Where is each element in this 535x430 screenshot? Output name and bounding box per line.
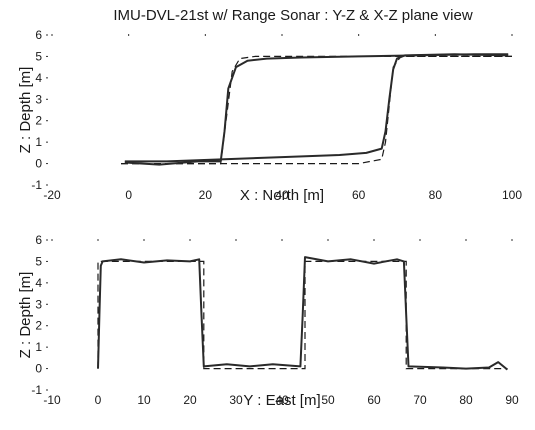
y-tick-mark: [46, 239, 48, 241]
y-tick-mark: [46, 77, 48, 79]
x-tick-mark: [281, 239, 283, 241]
y-tick-label: 6: [35, 28, 42, 42]
y-tick-label: 0: [35, 362, 42, 376]
x-tick-mark: [511, 239, 513, 241]
y-tick-mark: [46, 184, 48, 186]
chart-title: IMU-DVL-21st w/ Range Sonar : Y-Z & X-Z …: [113, 7, 472, 24]
y-tick-label: -1: [31, 178, 42, 192]
x-axis-label: X : North [m]: [240, 187, 324, 204]
measured-path-2: [124, 53, 509, 166]
x-tick-mark: [465, 239, 467, 241]
x-tick-mark: [204, 34, 206, 36]
x-tick-label: 10: [137, 393, 151, 407]
x-tick-mark: [373, 239, 375, 241]
y-axis-label: Z : Depth [m]: [17, 272, 34, 359]
y-tick-mark: [46, 303, 48, 305]
y-tick-label: 3: [35, 92, 42, 106]
y-axis-label: Z : Depth [m]: [17, 67, 34, 154]
y-tick-label: 2: [35, 319, 42, 333]
x-tick-label: 60: [352, 188, 366, 202]
measured-path-1: [97, 256, 509, 371]
reference-path-1: [121, 55, 512, 165]
y-tick-label: 3: [35, 297, 42, 311]
x-tick-mark: [51, 239, 53, 241]
y-tick-label: 5: [35, 49, 42, 63]
x-tick-label: 60: [367, 393, 381, 407]
y-tick-label: 1: [35, 340, 42, 354]
x-axis-label: Y : East [m]: [243, 392, 320, 409]
xz-plane-panel: -20 0 20 40 60 80 100 -1 0 1 2 3 4 5 6 X : North [m] Z :…: [17, 28, 522, 204]
x-tick-label: 30: [229, 393, 243, 407]
x-tick-mark: [358, 34, 360, 36]
reference-path-0: [121, 55, 512, 165]
y-tick-label: 4: [35, 71, 42, 85]
y-tick-mark: [46, 141, 48, 143]
measured-path-3: [124, 53, 509, 163]
x-tick-mark: [143, 239, 145, 241]
x-tick-label: 100: [502, 188, 522, 202]
y-tick-mark: [46, 260, 48, 262]
x-tick-label: 90: [505, 393, 519, 407]
y-tick-label: 1: [35, 135, 42, 149]
y-tick-mark: [46, 34, 48, 36]
y-tick-mark: [46, 98, 48, 100]
y-tick-mark: [46, 282, 48, 284]
x-tick-label: -10: [43, 393, 61, 407]
y-tick-mark: [46, 120, 48, 122]
y-tick-mark: [46, 389, 48, 391]
x-tick-label: 20: [183, 393, 197, 407]
x-tick-mark: [128, 34, 130, 36]
x-tick-mark: [511, 34, 513, 36]
x-tick-label: 40: [275, 393, 289, 407]
y-tick-mark: [46, 346, 48, 348]
y-tick-label: -1: [31, 383, 42, 397]
x-tick-label: 50: [321, 393, 335, 407]
y-tick-mark: [46, 55, 48, 57]
x-tick-label: 80: [459, 393, 473, 407]
x-tick-mark: [434, 34, 436, 36]
y-tick-label: 5: [35, 254, 42, 268]
y-tick-mark: [46, 368, 48, 370]
x-tick-label: 0: [95, 393, 102, 407]
x-tick-label: 0: [125, 188, 132, 202]
y-tick-label: 2: [35, 114, 42, 128]
x-tick-mark: [281, 34, 283, 36]
y-tick-label: 4: [35, 276, 42, 290]
x-tick-mark: [235, 239, 237, 241]
x-tick-label: 70: [413, 393, 427, 407]
x-tick-label: 80: [429, 188, 443, 202]
y-tick-label: 0: [35, 157, 42, 171]
x-tick-mark: [327, 239, 329, 241]
x-tick-label: 40: [275, 188, 289, 202]
x-tick-label: -20: [43, 188, 61, 202]
x-tick-mark: [419, 239, 421, 241]
x-tick-mark: [97, 239, 99, 241]
y-tick-label: 6: [35, 233, 42, 247]
x-tick-mark: [51, 34, 53, 36]
y-tick-mark: [46, 325, 48, 327]
x-tick-mark: [189, 239, 191, 241]
y-tick-mark: [46, 163, 48, 165]
reference-path-0: [97, 260, 508, 370]
x-tick-label: 20: [199, 188, 213, 202]
